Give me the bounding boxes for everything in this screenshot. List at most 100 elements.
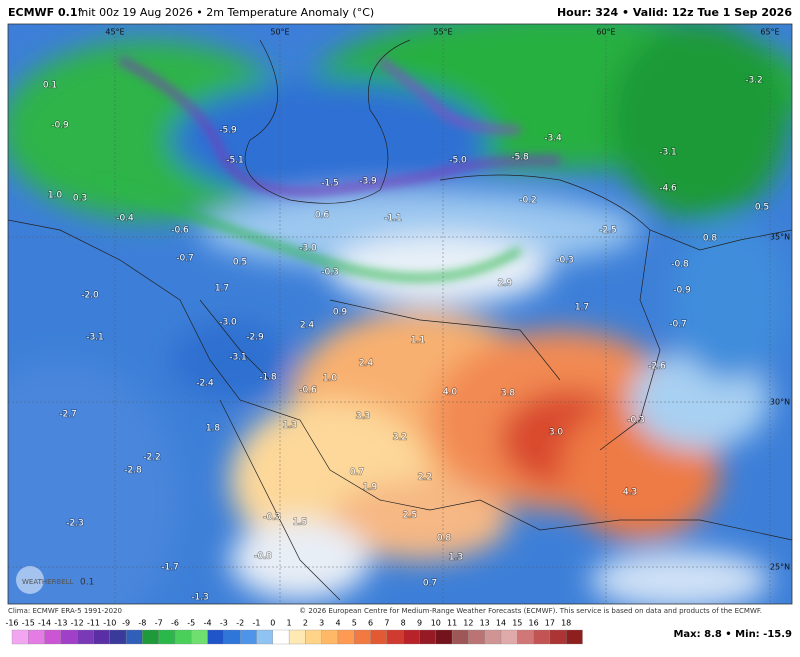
anomaly-label: 1.1: [411, 336, 425, 346]
colorbar-swatch: [419, 629, 436, 645]
colorbar-swatch: [11, 629, 29, 645]
colorbar-swatch: [484, 629, 502, 645]
watermark-brand: WEATHERBELL: [22, 578, 74, 586]
anomaly-label: 1.3: [449, 553, 463, 563]
colorbar-tick: -16: [5, 619, 18, 628]
anomaly-label: 4.3: [623, 488, 637, 498]
colorbar-tick: 15: [512, 619, 522, 628]
colorbar-swatch: [305, 629, 322, 645]
anomaly-label: -1.1: [384, 214, 402, 224]
colorbar-swatch: [174, 629, 192, 645]
colorbar-tick: 11: [447, 619, 457, 628]
anomaly-label: -0.3: [263, 513, 281, 523]
colorbar-tick: 16: [529, 619, 539, 628]
colorbar-swatch: [288, 629, 306, 645]
anomaly-label: -2.0: [81, 291, 99, 301]
grid-label: 35°N: [770, 233, 790, 242]
anomaly-label: 1.9: [363, 483, 378, 493]
anomaly-label: 3.2: [393, 433, 407, 443]
colorbar-tick: -13: [54, 619, 67, 628]
anomaly-label: -0.8: [671, 260, 689, 270]
anomaly-label: 0.7: [423, 579, 437, 589]
anomaly-label: -0.7: [669, 320, 687, 330]
anomaly-label: -1.3: [191, 593, 209, 603]
colorbar-tick: -12: [71, 619, 84, 628]
colorbar-tick: 9: [417, 619, 422, 628]
anomaly-label: -2.4: [196, 379, 214, 389]
anomaly-label: -2.9: [246, 333, 264, 343]
anomaly-label: 1.3: [283, 421, 297, 431]
colorbar-swatch: [321, 629, 339, 645]
colorbar-tick: 5: [352, 619, 357, 628]
anomaly-label: 0.6: [315, 211, 330, 221]
anomaly-label: -3.9: [359, 177, 377, 187]
colorbar-tick: 7: [384, 619, 389, 628]
anomaly-label: -2.8: [124, 466, 142, 476]
anomaly-label: -2.3: [66, 519, 84, 529]
valid-time: Hour: 324 • Valid: 12z Tue 1 Sep 2026: [557, 6, 792, 19]
anomaly-label: -3.1: [659, 148, 677, 158]
map-field: 45°E 50°E 55°E 60°E 65°E 35°N 30°N 25°N 0.1 -0.9 1…: [8, 24, 792, 604]
colorbar-tick: -7: [155, 619, 163, 628]
anomaly-label: 1.0: [48, 191, 63, 201]
colorbar-swatch: [403, 629, 420, 645]
anomaly-label: 1.0: [323, 374, 338, 384]
anomaly-label: 3.8: [501, 389, 516, 399]
colorbar-swatch: [500, 629, 518, 645]
anomaly-label: 2.5: [403, 511, 417, 521]
colorbar-tick: 13: [480, 619, 490, 628]
colorbar-tick: 6: [368, 619, 373, 628]
colorbar-tick: 10: [431, 619, 441, 628]
anomaly-label: -3.0: [219, 318, 237, 328]
anomaly-label: -0.7: [176, 254, 194, 264]
anomaly-label: 3.3: [356, 412, 370, 422]
max-min: Max: 8.8 • Min: -15.9: [673, 629, 792, 640]
colorbar-tick: 0: [270, 619, 275, 628]
colorbar-tick: 2: [303, 619, 308, 628]
colorbar-swatch: [517, 629, 534, 645]
anomaly-label: 0.7: [350, 468, 364, 478]
anomaly-label: -3.1: [229, 353, 247, 363]
anomaly-label: 2.4: [300, 321, 315, 331]
anomaly-label: -2.2: [143, 453, 161, 463]
colorbar-swatch: [28, 629, 45, 645]
colorbar-tick: -3: [220, 619, 228, 628]
anomaly-label: 4.0: [443, 388, 458, 398]
colorbar-tick: 14: [496, 619, 506, 628]
colorbar-tick: 3: [319, 619, 324, 628]
colorbar-swatch: [272, 629, 290, 645]
anomaly-label: -3.2: [745, 76, 763, 86]
model-label: ECMWF 0.1°: [8, 6, 83, 19]
colorbar-tick: -15: [22, 619, 35, 628]
colorbar-swatch: [370, 629, 388, 645]
anomaly-label: -5.1: [226, 156, 244, 166]
colorbar-swatch: [44, 629, 62, 645]
anomaly-label: -0.4: [116, 214, 134, 224]
anomaly-label: 0.5: [755, 203, 769, 213]
colorbar-tick: -6: [171, 619, 179, 628]
anomaly-label: -0.3: [321, 268, 339, 278]
grid-label: 45°E: [105, 28, 124, 37]
anomaly-label: -1.8: [259, 373, 277, 383]
colorbar-swatch: [256, 629, 273, 645]
anomaly-label: -0.6: [171, 226, 189, 236]
anomaly-label: 1.8: [206, 424, 221, 434]
anomaly-label: -2.5: [599, 226, 617, 236]
colorbar-swatch: [125, 629, 143, 645]
colorbar-swatch: [435, 629, 453, 645]
colorbar-swatch: [549, 629, 567, 645]
colorbar-swatch: [207, 629, 225, 645]
anomaly-label: -0.6: [299, 386, 317, 396]
anomaly-label: 0.1: [43, 81, 57, 91]
anomaly-label: 0.5: [233, 258, 247, 268]
grid-label: 25°N: [770, 563, 790, 572]
colorbar-swatch: [223, 629, 241, 645]
anomaly-label: -1.5: [321, 179, 339, 189]
anomaly-label: -0.8: [254, 552, 272, 562]
colorbar-swatch: [240, 629, 257, 645]
anomaly-label: -2.6: [648, 362, 666, 372]
colorbar-tick: 1: [287, 619, 292, 628]
colorbar-tick: 4: [335, 619, 340, 628]
